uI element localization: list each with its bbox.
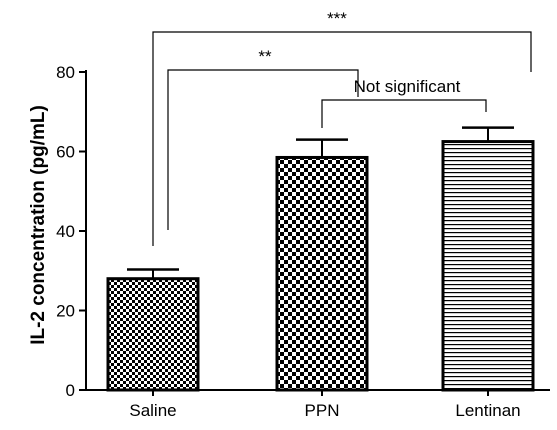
significance-bracket [167,69,359,230]
x-tick-label-lentinan: Lentinan [455,401,520,420]
significance-bracket [321,99,487,128]
y-axis-label: IL-2 concentration (pg/mL) [28,105,49,345]
significance-bracket [152,31,532,246]
x-tick-label-ppn: PPN [305,401,340,420]
x-tick-label-saline: Saline [129,401,176,420]
y-tick-label: 20 [56,302,75,321]
significance-label: *** [327,9,347,28]
significance-label: ** [258,47,272,66]
y-tick-label: 60 [56,143,75,162]
bar-lentinan [441,140,535,392]
y-tick-label: 0 [66,381,75,400]
bar-saline [106,277,200,392]
bar-ppn [275,155,369,392]
significance-label: Not significant [354,77,461,96]
y-tick-label: 40 [56,222,75,241]
y-tick-label: 80 [56,63,75,82]
